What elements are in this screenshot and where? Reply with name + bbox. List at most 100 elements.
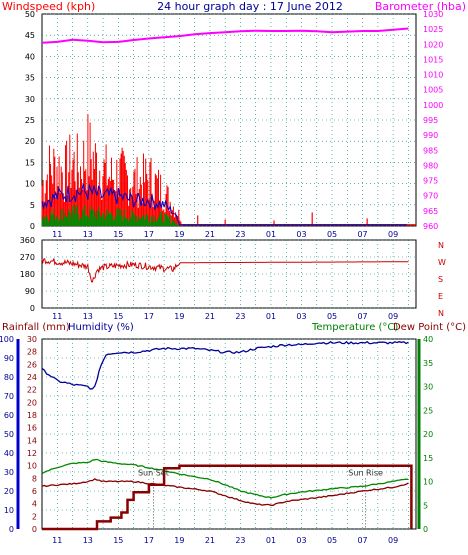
direction-tick-label: 180 xyxy=(20,270,35,279)
barometer-tick-label: 970 xyxy=(423,192,438,201)
x-tick-label: 03 xyxy=(296,230,306,239)
humidity-tick-label: 10 xyxy=(4,506,14,515)
barometer-tick-label: 965 xyxy=(423,207,438,216)
x-tick-label: 11 xyxy=(52,230,62,239)
compass-label: N xyxy=(438,309,444,318)
x-tick-label: 19 xyxy=(174,230,184,239)
windspeed-axis-title: Windspeed (kph) xyxy=(2,0,95,13)
x-tick-label: 03 xyxy=(296,312,306,321)
x-tick-label: 09 xyxy=(388,536,398,545)
x-tick-label: 21 xyxy=(205,312,215,321)
rainfall-tick-label: 30 xyxy=(27,335,37,344)
x-tick-label: 21 xyxy=(205,230,215,239)
barometer-tick-label: 990 xyxy=(423,131,438,140)
rainfall-tick-label: 26 xyxy=(27,360,37,369)
series-temperature xyxy=(41,458,409,499)
barometer-tick-label: 975 xyxy=(423,177,438,186)
rainfall-axis-title: Rainfall (mm) xyxy=(2,322,70,333)
rainfall-tick-label: 8 xyxy=(32,474,37,483)
humidity-tick-label: 30 xyxy=(4,468,14,477)
humidity-tick-label: 40 xyxy=(4,449,14,458)
barometer-tick-label: 1030 xyxy=(423,10,443,19)
temperature-tick-label: 30 xyxy=(423,383,433,392)
wind-tick-label: 40 xyxy=(25,52,35,61)
series-humidity xyxy=(41,340,409,390)
barometer-tick-label: 1015 xyxy=(423,55,443,64)
rainfall-tick-label: 0 xyxy=(32,525,37,534)
barometer-tick-label: 995 xyxy=(423,116,438,125)
compass-label: W xyxy=(438,258,446,267)
x-tick-label: 11 xyxy=(52,312,62,321)
rainfall-tick-label: 20 xyxy=(27,398,37,407)
x-tick-label: 17 xyxy=(144,230,154,239)
humidity-tick-label: 60 xyxy=(4,411,14,420)
base-bars xyxy=(41,204,180,226)
barometer-tick-label: 1005 xyxy=(423,86,443,95)
wind-tick-label: 25 xyxy=(25,116,35,125)
x-tick-label: 19 xyxy=(174,312,184,321)
barometer-tick-label: 985 xyxy=(423,146,438,155)
humidity-tick-label: 20 xyxy=(4,487,14,496)
rainfall-tick-label: 16 xyxy=(27,424,37,433)
x-tick-label: 15 xyxy=(113,536,123,545)
temperature-tick-label: 35 xyxy=(423,359,433,368)
sun-annotation: Sun Set xyxy=(138,468,169,477)
temperature-tick-label: 40 xyxy=(423,335,433,344)
barometer-tick-label: 1020 xyxy=(423,40,443,49)
x-tick-label: 13 xyxy=(83,230,93,239)
x-tick-label: 17 xyxy=(144,312,154,321)
x-tick-label: 19 xyxy=(174,536,184,545)
temperature-tick-label: 0 xyxy=(423,525,428,534)
compass-label: S xyxy=(438,275,443,284)
barometer-tick-label: 1025 xyxy=(423,25,443,34)
series-average xyxy=(41,183,407,226)
rainfall-tick-label: 14 xyxy=(27,436,37,445)
series-direction xyxy=(41,258,409,283)
axes-layer: 0510152025303540455096096597097598098599… xyxy=(0,10,446,545)
wind-tick-label: 45 xyxy=(25,31,35,40)
wind-tick-label: 35 xyxy=(25,74,35,83)
rainfall-tick-label: 2 xyxy=(32,512,37,521)
compass-label: E xyxy=(438,292,443,301)
direction-tick-label: 270 xyxy=(20,253,35,262)
series-dew-point xyxy=(41,478,409,506)
x-tick-label: 23 xyxy=(235,230,245,239)
rainfall-tick-label: 4 xyxy=(32,500,37,509)
wind-tick-label: 20 xyxy=(25,137,35,146)
humidity-tick-label: 100 xyxy=(0,335,14,344)
humidity-tick-label: 50 xyxy=(4,430,14,439)
series-rainfall xyxy=(42,464,413,531)
wind-tick-label: 50 xyxy=(25,10,35,19)
barometer-tick-label: 960 xyxy=(423,222,438,231)
x-tick-label: 17 xyxy=(144,536,154,545)
x-tick-label: 23 xyxy=(235,312,245,321)
series-base xyxy=(41,204,180,226)
wind-tick-label: 10 xyxy=(25,180,35,189)
temperature-tick-label: 20 xyxy=(423,430,433,439)
x-tick-label: 15 xyxy=(113,312,123,321)
humidity-axis-title: Humidity (%) xyxy=(68,322,134,333)
rainfall-tick-label: 10 xyxy=(27,462,37,471)
direction-tick-label: 90 xyxy=(25,287,35,296)
temperature-tick-label: 15 xyxy=(423,454,433,463)
x-tick-label: 09 xyxy=(388,312,398,321)
x-tick-label: 01 xyxy=(266,536,276,545)
temperature-tick-label: 10 xyxy=(423,478,433,487)
wind-tick-label: 5 xyxy=(30,201,35,210)
rainfall-tick-label: 28 xyxy=(27,348,37,357)
barometer-axis-title: Barometer (hba) xyxy=(375,0,466,13)
x-tick-label: 05 xyxy=(327,536,337,545)
rainfall-tick-label: 12 xyxy=(27,449,37,458)
compass-label: N xyxy=(438,241,444,250)
x-tick-label: 21 xyxy=(205,536,215,545)
wind-tick-label: 0 xyxy=(30,222,35,231)
barometer-tick-label: 1000 xyxy=(423,101,443,110)
temperature-tick-label: 5 xyxy=(423,501,428,510)
average-line xyxy=(41,183,407,226)
direction-tick-label: 360 xyxy=(20,236,35,245)
x-tick-label: 05 xyxy=(327,230,337,239)
humidity-tick-label: 70 xyxy=(4,392,14,401)
barometer-tick-label: 980 xyxy=(423,161,438,170)
x-tick-label: 13 xyxy=(83,536,93,545)
